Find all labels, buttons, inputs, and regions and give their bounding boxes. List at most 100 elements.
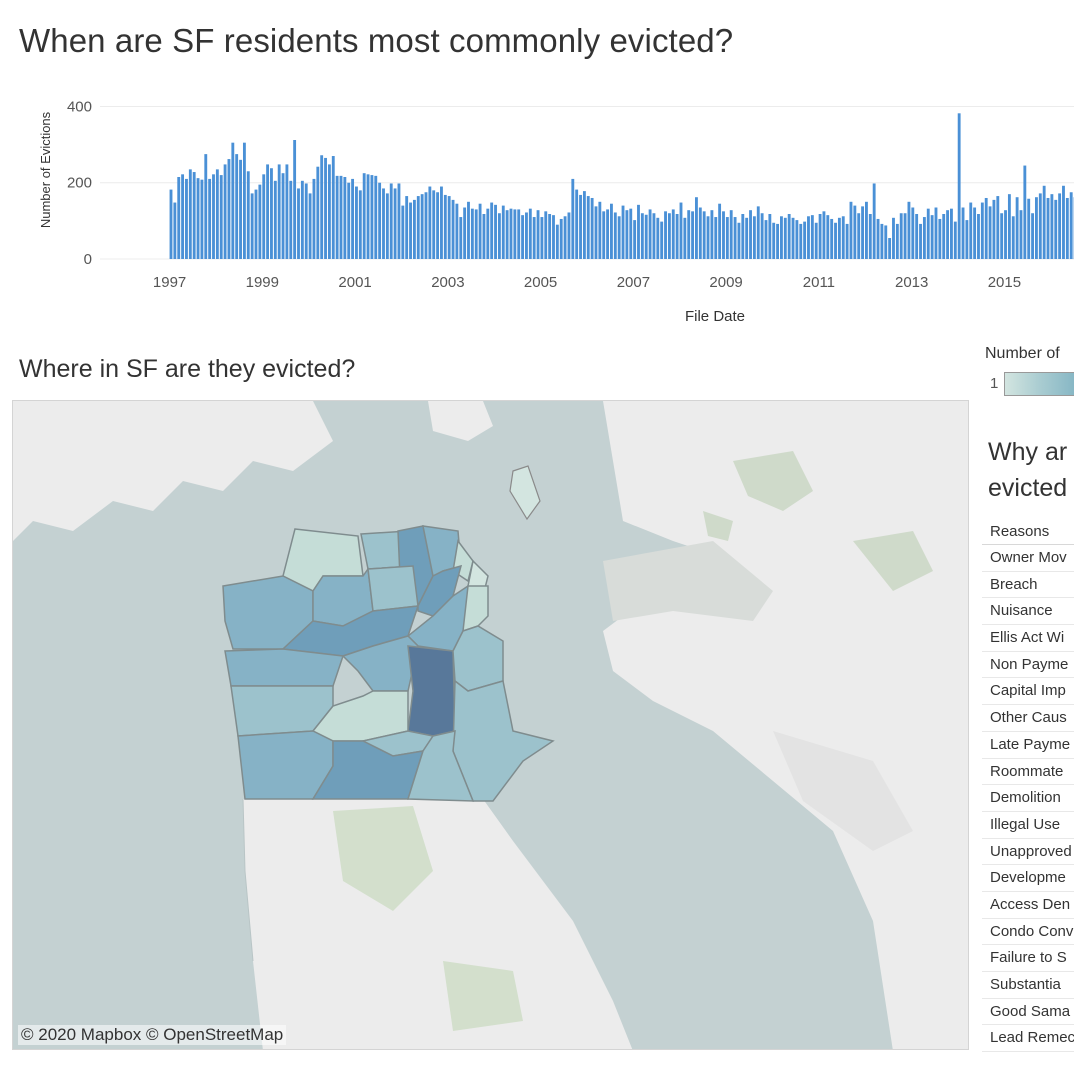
reason-row[interactable]: Good Sama <box>982 999 1074 1026</box>
reasons-table[interactable]: Reasons Owner Mov Breach Nuisance Ellis Act… <box>982 520 1074 1053</box>
bar[interactable] <box>752 216 756 259</box>
bar[interactable] <box>173 202 177 259</box>
map-attribution[interactable]: © 2020 Mapbox © OpenStreetMap <box>18 1025 287 1045</box>
bar[interactable] <box>343 177 347 259</box>
reason-row[interactable]: Non Payme <box>982 652 1074 679</box>
bar[interactable] <box>872 183 876 259</box>
bar[interactable] <box>961 207 965 259</box>
bar[interactable] <box>482 214 486 259</box>
bar[interactable] <box>258 184 262 259</box>
bar[interactable] <box>849 201 853 259</box>
bar[interactable] <box>756 206 760 259</box>
bar[interactable] <box>950 208 953 259</box>
bar[interactable] <box>749 210 752 259</box>
reason-row[interactable]: Failure to S <box>982 945 1074 972</box>
bar[interactable] <box>212 174 215 259</box>
bar[interactable] <box>497 213 501 259</box>
bar[interactable] <box>486 208 490 259</box>
reason-row[interactable]: Other Caus <box>982 705 1074 732</box>
bar[interactable] <box>706 216 710 259</box>
reason-row[interactable]: Substantia <box>982 972 1074 999</box>
bar[interactable] <box>532 217 536 259</box>
bar[interactable] <box>919 223 922 259</box>
bar[interactable] <box>791 217 795 259</box>
bar[interactable] <box>640 213 644 259</box>
bar[interactable] <box>888 238 892 259</box>
bar[interactable] <box>196 178 200 259</box>
bar[interactable] <box>783 217 787 259</box>
bar[interactable] <box>285 164 289 259</box>
bar[interactable] <box>745 217 749 259</box>
bar[interactable] <box>490 202 494 259</box>
bar[interactable] <box>702 211 706 259</box>
bar[interactable] <box>698 207 702 259</box>
bar[interactable] <box>1054 199 1058 259</box>
bar[interactable] <box>1015 197 1019 259</box>
bar[interactable] <box>409 202 412 259</box>
bar[interactable] <box>555 224 559 259</box>
bar[interactable] <box>459 217 463 259</box>
bar[interactable] <box>714 217 718 259</box>
reason-row[interactable]: Access Den <box>982 892 1074 919</box>
bar[interactable] <box>892 217 895 259</box>
bar[interactable] <box>861 206 864 259</box>
neighborhood-sunset-north[interactable] <box>224 648 345 687</box>
bar[interactable] <box>544 211 548 259</box>
neighborhood-pacific-heights[interactable] <box>367 565 419 612</box>
bar[interactable] <box>594 206 598 259</box>
bar[interactable] <box>942 214 946 259</box>
bar[interactable] <box>231 142 235 259</box>
bar[interactable] <box>521 215 525 259</box>
bar[interactable] <box>868 214 872 259</box>
reason-row[interactable]: Nuisance <box>982 598 1074 626</box>
bar[interactable] <box>281 173 285 259</box>
bar[interactable] <box>582 191 586 259</box>
bar[interactable] <box>834 222 837 259</box>
bar[interactable] <box>440 186 443 259</box>
bar-series[interactable] <box>169 113 1074 259</box>
bar[interactable] <box>1069 192 1073 259</box>
bar[interactable] <box>980 202 984 259</box>
bar[interactable] <box>509 208 513 259</box>
bar[interactable] <box>671 209 675 259</box>
bar[interactable] <box>443 194 447 259</box>
bar[interactable] <box>188 169 192 259</box>
bar[interactable] <box>903 213 907 259</box>
bar[interactable] <box>208 178 212 259</box>
reason-row[interactable]: Unapproved <box>982 839 1074 866</box>
sf-eviction-map[interactable]: © 2020 Mapbox © OpenStreetMap <box>12 400 969 1050</box>
bar[interactable] <box>235 154 239 259</box>
bar[interactable] <box>880 223 884 259</box>
bar[interactable] <box>764 220 768 259</box>
reason-row[interactable]: Developme <box>982 865 1074 892</box>
bar[interactable] <box>412 199 416 259</box>
bar[interactable] <box>625 210 629 259</box>
bar[interactable] <box>277 164 281 259</box>
bar[interactable] <box>590 197 594 259</box>
reason-row[interactable]: Roommate <box>982 759 1074 786</box>
bar[interactable] <box>633 220 637 259</box>
bar[interactable] <box>536 210 540 259</box>
bar[interactable] <box>795 220 799 259</box>
bar[interactable] <box>780 216 783 259</box>
bar[interactable] <box>710 210 714 259</box>
bar[interactable] <box>335 175 339 259</box>
bar[interactable] <box>474 209 478 259</box>
bar[interactable] <box>525 212 528 259</box>
bar[interactable] <box>308 193 312 259</box>
bar[interactable] <box>814 222 818 259</box>
bar[interactable] <box>1035 197 1038 259</box>
bar[interactable] <box>300 180 304 259</box>
bar[interactable] <box>517 209 521 259</box>
bar[interactable] <box>169 189 173 259</box>
bar[interactable] <box>803 221 807 259</box>
bar[interactable] <box>946 210 949 259</box>
bar[interactable] <box>467 201 470 259</box>
bar[interactable] <box>610 203 613 259</box>
bar[interactable] <box>289 180 293 259</box>
bar[interactable] <box>691 211 695 259</box>
bar[interactable] <box>432 190 436 259</box>
neighborhood-south-beach[interactable] <box>462 585 489 633</box>
bar[interactable] <box>675 214 679 259</box>
bar[interactable] <box>969 202 973 259</box>
